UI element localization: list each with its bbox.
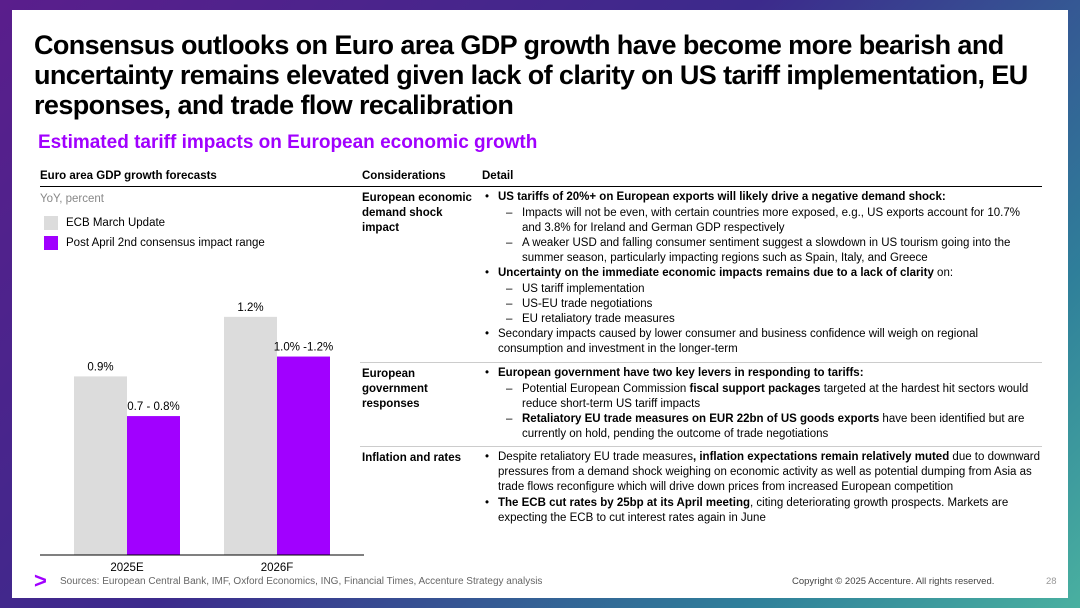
sub-bullet: EU retaliatory trade measures <box>482 312 1042 327</box>
x-tick-label: 2025E <box>110 562 144 573</box>
bullet-bold: European government have two key levers … <box>498 367 864 379</box>
bullet: Despite retaliatory EU trade measures, i… <box>482 450 1042 495</box>
header-considerations: Considerations <box>362 170 446 182</box>
chart-unit: YoY, percent <box>40 193 104 205</box>
header-detail: Detail <box>482 170 514 182</box>
bullet-text: on: <box>933 267 954 279</box>
sub-bold: fiscal support packages <box>689 383 821 395</box>
footer-copyright: Copyright © 2025 Accenture. All rights r… <box>792 576 995 587</box>
sub-bullet: Impacts will not be even, with certain c… <box>482 206 1042 236</box>
sub-text: targeted at the hardest hit sectors woul… <box>522 383 1029 410</box>
row-detail: US tariffs of 20%+ on European exports w… <box>482 190 1042 358</box>
bar-2025E-series-1 <box>127 416 180 555</box>
row-detail: Despite retaliatory EU trade measures, i… <box>482 450 1042 527</box>
legend-swatch-ecb <box>44 216 58 230</box>
bullet: Secondary impacts caused by lower consum… <box>482 327 1042 357</box>
bullet: Uncertainty on the immediate economic im… <box>482 266 1042 281</box>
row-label: European economic demand shock impact <box>362 192 472 234</box>
bullet-text: due to downward pressures from a demand … <box>498 451 1041 493</box>
bullet-bold: The ECB cut rates by 25bp at its April m… <box>498 497 750 509</box>
chart-legend: ECB March Update Post April 2nd consensu… <box>44 213 265 253</box>
bar-2025E-series-0 <box>74 376 127 555</box>
considerations-table: Considerations Detail European economic … <box>360 170 1042 531</box>
table-row-demand-shock: European economic demand shock impact US… <box>360 187 1042 363</box>
bar-2026F-series-1 <box>277 356 330 555</box>
legend-label-consensus: Post April 2nd consensus impact range <box>66 237 265 249</box>
row-detail: European government have two key levers … <box>482 366 1042 442</box>
sub-bullet: Retaliatory EU trade measures on EUR 22b… <box>482 412 1042 442</box>
data-label: 0.9% <box>87 361 113 373</box>
legend-swatch-consensus <box>44 236 58 250</box>
page-subtitle: Estimated tariff impacts on European eco… <box>38 132 538 153</box>
row-label: European government responses <box>362 368 428 410</box>
bullet-bold: , inflation expectations remain relative… <box>692 451 950 463</box>
bullet-bold: Uncertainty on the immediate economic im… <box>498 267 934 279</box>
bullet-text: , citing deteriorating growth prospects.… <box>498 497 1009 524</box>
table-header: Considerations Detail <box>360 170 1042 187</box>
bullet: European government have two key levers … <box>482 366 1042 381</box>
page-title: Consensus outlooks on Euro area GDP grow… <box>34 30 1028 120</box>
sub-bullet: US tariff implementation <box>482 282 1042 297</box>
legend-item-ecb: ECB March Update <box>44 213 265 233</box>
row-label: Inflation and rates <box>362 452 462 464</box>
bullet: US tariffs of 20%+ on European exports w… <box>482 190 1042 205</box>
gdp-bar-chart: 0.9% 0.7 - 0.8% 2025E 1.2% 1.0% -1.2% 2026F <box>40 302 364 573</box>
page-number: 28 <box>1046 576 1057 587</box>
x-tick-label: 2026F <box>261 562 294 573</box>
data-label: 1.0% -1.2% <box>274 342 333 354</box>
table-row-inflation: Inflation and rates Despite retaliatory … <box>360 447 1042 531</box>
sub-bullet: US-EU trade negotiations <box>482 297 1042 312</box>
slide: Consensus outlooks on Euro area GDP grow… <box>12 10 1068 598</box>
bullet: The ECB cut rates by 25bp at its April m… <box>482 496 1042 526</box>
sub-bullet: Potential European Commission fiscal sup… <box>482 382 1042 412</box>
footer-sources: Sources: European Central Bank, IMF, Oxf… <box>60 576 543 587</box>
bullet-text: Despite retaliatory EU trade measures <box>498 451 693 463</box>
bullet-bold: US tariffs of 20%+ on European exports w… <box>498 191 946 203</box>
data-label: 0.7 - 0.8% <box>127 401 179 413</box>
legend-label-ecb: ECB March Update <box>66 217 166 229</box>
data-label: 1.2% <box>237 302 263 314</box>
sub-text: have been identified but are currently o… <box>522 413 1025 440</box>
sub-bold: Retaliatory EU trade measures on EUR 22b… <box>522 413 880 425</box>
chart-heading: Euro area GDP growth forecasts <box>40 170 364 187</box>
sub-bullet: A weaker USD and falling consumer sentim… <box>482 236 1042 266</box>
table-row-government: European government responses European g… <box>360 363 1042 447</box>
sub-text: Potential European Commission <box>522 383 690 395</box>
bar-2026F-series-0 <box>224 316 277 555</box>
accenture-logo-icon: > <box>34 568 47 593</box>
legend-item-consensus: Post April 2nd consensus impact range <box>44 233 265 253</box>
